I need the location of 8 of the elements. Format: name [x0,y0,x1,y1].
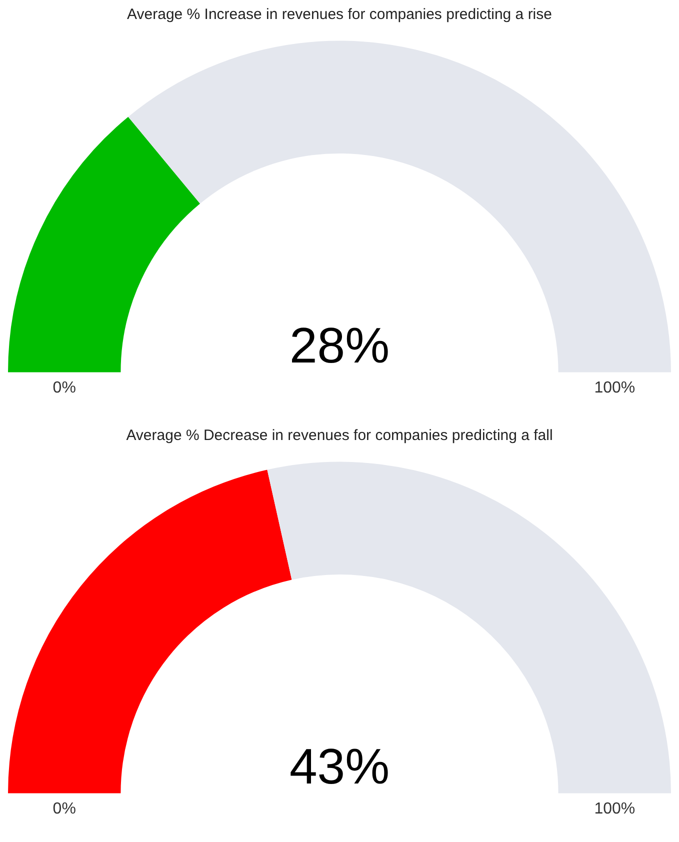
text: 100% [594,380,636,397]
text: 100% [594,800,636,818]
text: 0% [52,800,76,818]
text: 0% [52,380,76,397]
chart-title: Average % Decrease in revenues for companies predicting a fall [126,427,553,444]
chart-title: Average % Increase in revenues for companies predicting a rise [127,6,552,24]
text: 43% [289,738,390,794]
text: 28% [289,317,390,374]
